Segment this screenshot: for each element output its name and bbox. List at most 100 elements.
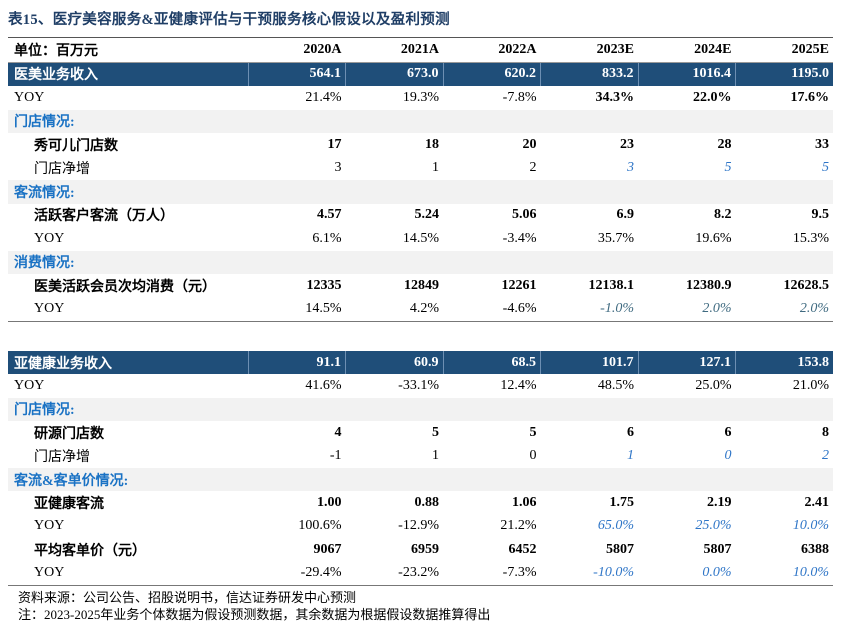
- table-row: 活跃客户客流（万人） 4.57 5.24 5.06 6.9 8.2 9.5: [8, 204, 833, 228]
- row-label: 单位：百万元: [8, 37, 248, 63]
- cell-value: 1.06: [512, 495, 537, 511]
- cell-value: 2020A: [248, 37, 346, 63]
- cell-value: 2.41: [804, 495, 830, 511]
- cell-value: 34.3%: [595, 89, 635, 105]
- cell-value: 564.1: [247, 62, 346, 86]
- row-label: 客流&客单价情况:: [8, 467, 833, 492]
- cell-value: 3: [627, 160, 634, 176]
- row-label: YOY: [34, 518, 65, 534]
- cell-value: 3: [334, 160, 342, 176]
- cell-value: 28: [717, 136, 732, 152]
- cell-value: 10.0%: [792, 565, 829, 581]
- table-row: 亚健康客流 1.00 0.88 1.06 1.75 2.19 2.41: [8, 491, 833, 514]
- table-row: YOY 14.5% 4.2% -4.6% -1.0% 2.0% 2.0%: [8, 298, 833, 322]
- cell-value: 23: [620, 136, 634, 152]
- cell-value: 2.19: [707, 495, 732, 511]
- table-row: YOY 6.1% 14.5% -3.4% 35.7% 19.6% 15.3%: [8, 227, 833, 251]
- cell-value: 8: [822, 424, 829, 440]
- cell-value: 14.5%: [402, 230, 439, 246]
- row-label: 消费情况:: [8, 250, 833, 274]
- cell-value: 35.7%: [597, 230, 634, 246]
- cell-value: -7.8%: [502, 89, 537, 105]
- cell-value: 101.7: [540, 351, 638, 375]
- cell-value: 12335: [306, 277, 342, 293]
- row-label: YOY: [14, 378, 45, 394]
- sub-health-table: 亚健康业务收入 91.1 60.9 68.5 101.7 127.1 153.8 YOY 41.…: [8, 351, 833, 586]
- cell-value: 1: [627, 448, 634, 464]
- cell-value: 2: [822, 448, 829, 464]
- table-row: YOY 21.4% 19.3% -7.8% 34.3% 22.0% 17.6%: [8, 86, 833, 110]
- cell-value: 1.00: [317, 495, 342, 511]
- cell-value: 620.2: [442, 62, 541, 86]
- cell-value: -1: [329, 448, 342, 464]
- cell-value: 91.1: [247, 351, 346, 375]
- cell-value: 4: [334, 424, 342, 440]
- cell-value: 0.88: [414, 495, 440, 511]
- cell-value: -7.3%: [502, 565, 537, 581]
- cell-value: 2.0%: [799, 301, 829, 317]
- section-row: 客流&客单价情况:: [8, 467, 833, 492]
- cell-value: 10.0%: [792, 518, 829, 534]
- cell-value: 21.4%: [305, 89, 342, 105]
- cell-value: -1.0%: [600, 301, 634, 317]
- row-label: 研源门店数: [34, 426, 104, 442]
- cell-value: 41.6%: [305, 378, 342, 394]
- table-row: YOY -29.4% -23.2% -7.3% -10.0% 0.0% 10.0%: [8, 562, 833, 586]
- cell-value: 2: [529, 160, 537, 176]
- row-label: 门店净增: [34, 450, 90, 466]
- table-row: 门店净增 -1 1 0 1 0 2: [8, 445, 833, 468]
- row-label: YOY: [14, 89, 45, 105]
- cell-value: 1195.0: [735, 62, 833, 86]
- cell-value: 153.8: [735, 351, 833, 375]
- row-label: YOY: [34, 230, 65, 246]
- row-label: 门店情况:: [8, 109, 833, 133]
- cell-value: 12.4%: [500, 378, 537, 394]
- table-row: 医美活跃会员次均消费（元） 12335 12849 12261 12138.1 12380…: [8, 274, 833, 298]
- cell-value: 68.5: [442, 351, 541, 375]
- row-label: 门店净增: [34, 162, 90, 178]
- cell-value: 22.0%: [693, 89, 732, 105]
- cell-value: 25.0%: [695, 378, 732, 394]
- cell-value: 2025E: [735, 37, 833, 63]
- cell-value: 25.0%: [695, 518, 732, 534]
- cell-value: 33: [815, 136, 829, 152]
- table-row: 亚健康业务收入 91.1 60.9 68.5 101.7 127.1 153.8: [8, 351, 833, 375]
- cell-value: 8.2: [714, 207, 732, 223]
- table-row: 医美业务收入 564.1 673.0 620.2 833.2 1016.4 1195.0: [8, 62, 833, 86]
- section-row: 门店情况:: [8, 397, 833, 422]
- table-row: 秀可儿门店数 17 18 20 23 28 33: [8, 133, 833, 157]
- cell-value: 0.0%: [702, 565, 732, 581]
- cell-value: 12849: [404, 277, 439, 293]
- cell-value: 2023E: [540, 37, 638, 63]
- table-row: 平均客单价（元） 9067 6959 6452 5807 5807 6388: [8, 538, 833, 561]
- table-row: YOY 41.6% -33.1% 12.4% 48.5% 25.0% 21.0%: [8, 374, 833, 397]
- cell-value: -4.6%: [502, 301, 537, 317]
- row-label: 客流情况:: [8, 180, 833, 204]
- cell-value: -29.4%: [300, 565, 342, 581]
- cell-value: 17.6%: [790, 89, 830, 105]
- cell-value: 1016.4: [637, 62, 736, 86]
- cell-value: 833.2: [540, 62, 638, 86]
- cell-value: 12628.5: [783, 277, 830, 293]
- row-label: 医美活跃会员次均消费（元）: [34, 279, 216, 295]
- cell-value: 9.5: [811, 207, 830, 223]
- cell-value: 5.06: [512, 207, 537, 223]
- cell-value: 6: [724, 424, 732, 440]
- cell-value: 14.5%: [305, 301, 342, 317]
- footnote: 注：2023-2025年业务个体数据为假设预测数据，其余数据为根据假设数据推算得…: [18, 607, 491, 622]
- cell-value: -12.9%: [398, 518, 439, 534]
- section-row: 消费情况:: [8, 250, 833, 274]
- cell-value: 6.9: [616, 207, 635, 223]
- cell-value: 6388: [801, 541, 829, 557]
- retail-medical-beauty-table: 单位：百万元 2020A 2021A 2022A 2023E 2024E 2025E 医美业务…: [8, 37, 833, 322]
- cell-value: 4.57: [317, 207, 342, 223]
- row-label: YOY: [34, 301, 65, 317]
- section-row: 门店情况:: [8, 109, 833, 133]
- cell-value: 19.6%: [695, 230, 732, 246]
- cell-value: 2021A: [345, 37, 443, 63]
- cell-value: 12380.9: [686, 277, 732, 293]
- cell-value: 5807: [606, 541, 634, 557]
- table-row: YOY 100.6% -12.9% 21.2% 65.0% 25.0% 10.0%: [8, 515, 833, 538]
- cell-value: 6452: [508, 541, 537, 557]
- cell-value: -23.2%: [398, 565, 439, 581]
